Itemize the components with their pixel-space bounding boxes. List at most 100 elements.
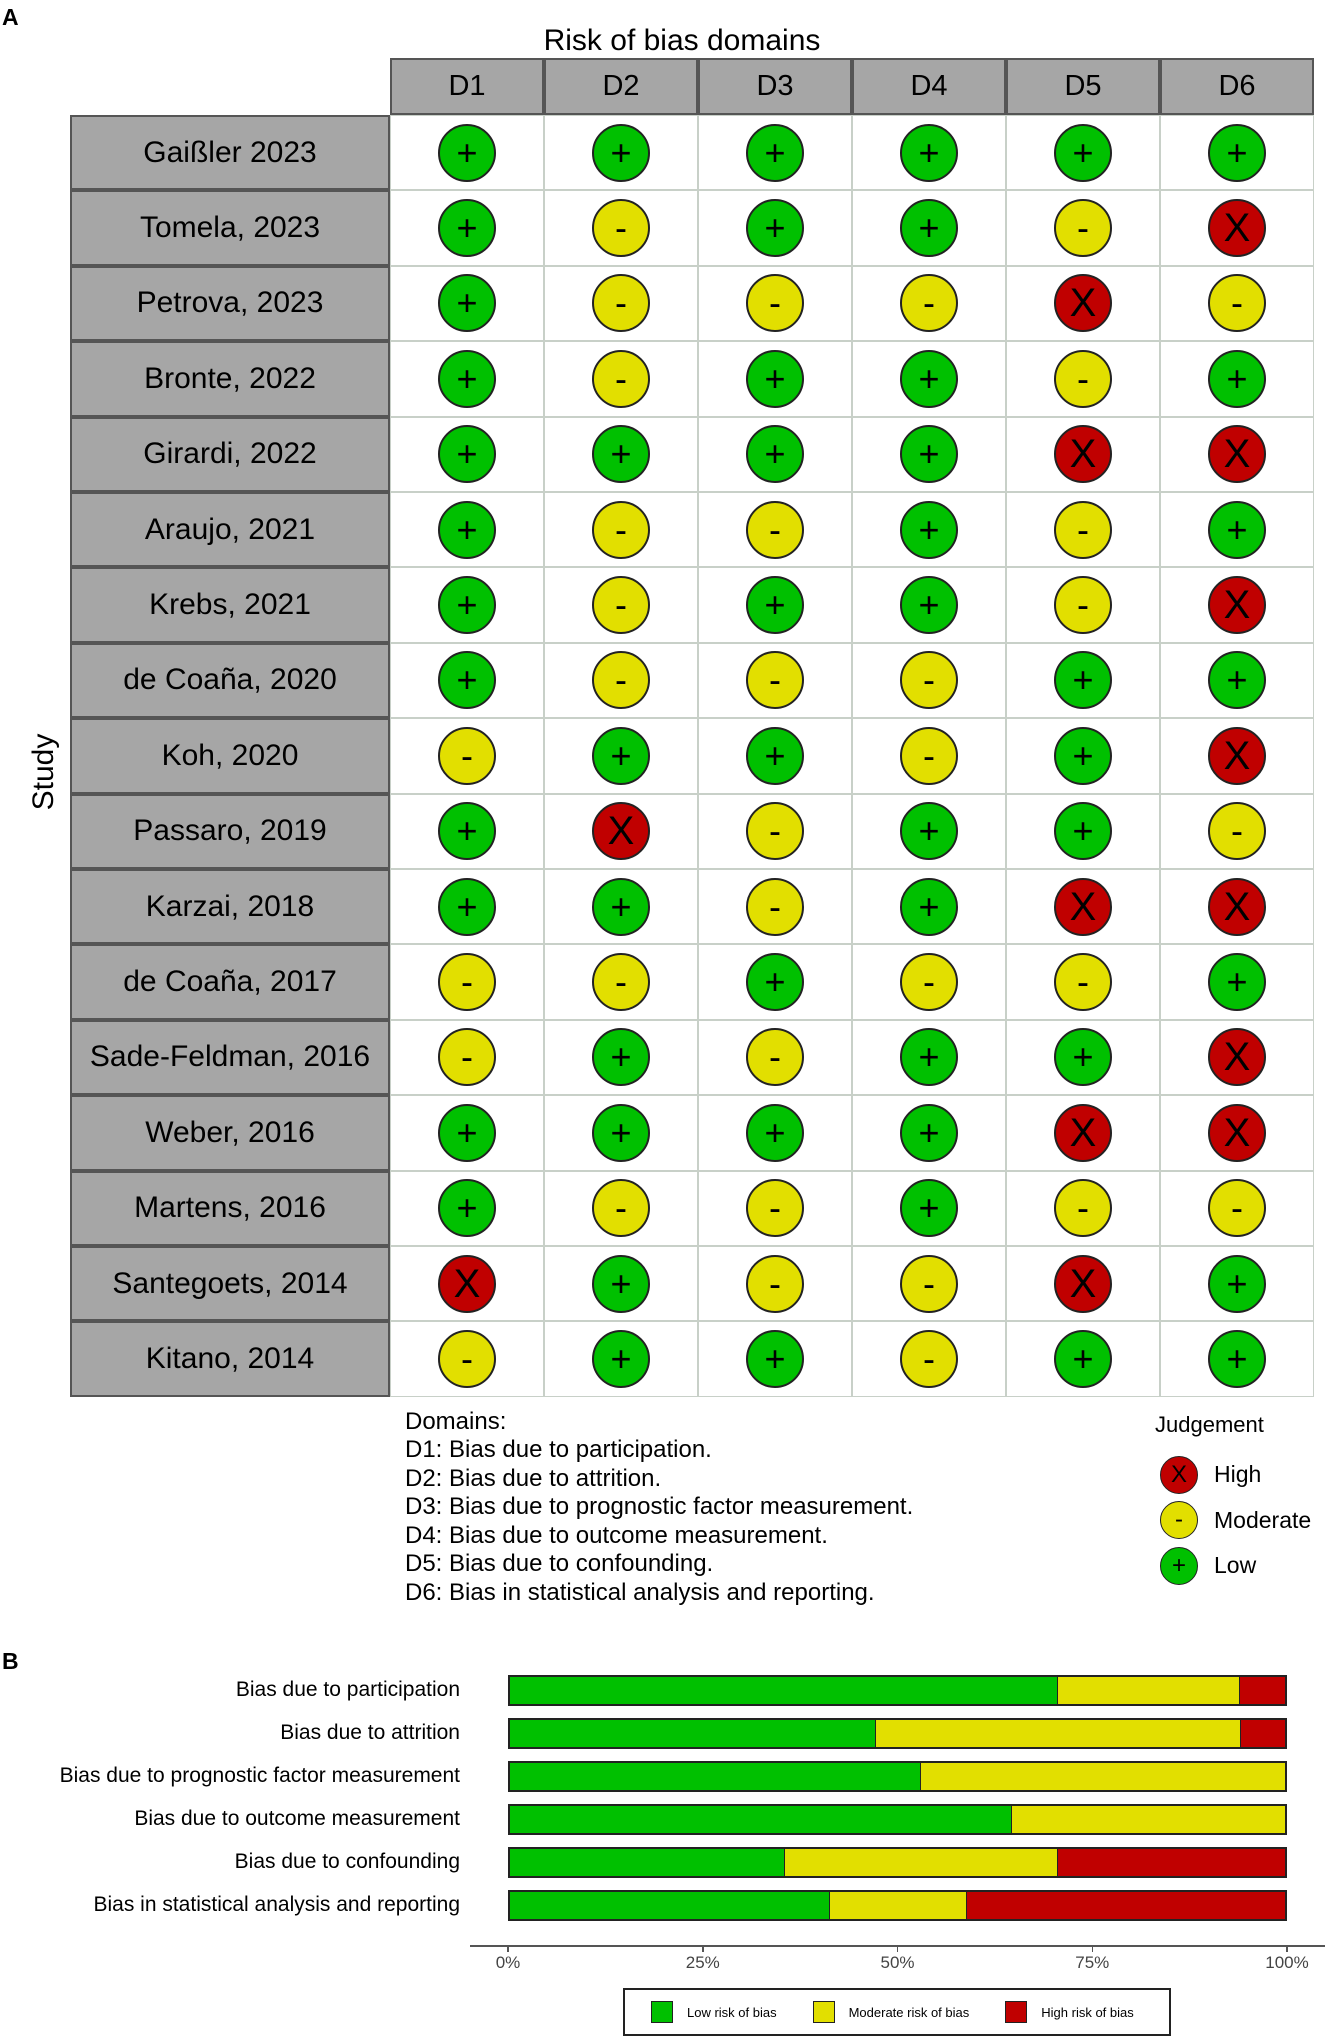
domain-description: D3: Bias due to prognostic factor measur… xyxy=(405,1493,914,1520)
study-label: Bronte, 2022 xyxy=(70,341,390,417)
rating-moderate-marker: - xyxy=(438,953,496,1012)
rating-moderate-marker: - xyxy=(746,1179,804,1238)
rating-cell: X xyxy=(1160,1095,1314,1171)
rating-moderate-marker: - xyxy=(1054,349,1112,408)
rating-cell: + xyxy=(1160,642,1314,719)
judgement-legend-label: High xyxy=(1214,1461,1262,1488)
rating-low-marker: + xyxy=(900,1103,958,1162)
bar-segment-low xyxy=(510,1763,920,1790)
rating-cell: - xyxy=(1006,567,1160,643)
bar-legend-label: Moderate risk of bias xyxy=(848,2004,970,2020)
rating-high-marker: X xyxy=(592,802,650,861)
rating-cell: + xyxy=(390,416,544,492)
rating-cell: - xyxy=(544,265,698,342)
rating-cell: X xyxy=(1006,869,1160,945)
rating-low-marker: + xyxy=(1208,1254,1266,1313)
rating-cell: - xyxy=(852,1321,1006,1397)
bar-segment-low xyxy=(510,1806,1012,1833)
rating-low-marker: + xyxy=(1054,802,1112,861)
bar-segment-moderate xyxy=(875,1720,1241,1747)
rating-high-marker: X xyxy=(1054,1254,1112,1313)
bar-segment-moderate xyxy=(919,1763,1285,1790)
bar-legend-label: Low risk of bias xyxy=(687,2004,777,2020)
rating-cell: + xyxy=(698,718,852,794)
rating-high-marker: X xyxy=(1208,1103,1266,1162)
domain-description: D2: Bias due to attrition. xyxy=(405,1464,662,1492)
rating-low-marker: + xyxy=(900,1179,958,1238)
rating-cell: + xyxy=(544,416,698,492)
rating-cell: + xyxy=(390,190,544,266)
rating-low-marker: + xyxy=(900,877,958,936)
domain-description: D1: Bias due to participation. xyxy=(405,1436,712,1463)
rating-low-marker: + xyxy=(746,199,804,258)
study-label: Martens, 2016 xyxy=(70,1170,390,1246)
domain-header-d1: D1 xyxy=(390,58,544,115)
x-tick-label: 75% xyxy=(1075,1953,1110,1972)
rating-cell: - xyxy=(698,642,852,719)
rating-moderate-marker: - xyxy=(592,500,650,559)
rating-low-marker: + xyxy=(438,274,496,333)
rating-high-marker: X xyxy=(1208,726,1266,785)
rating-cell: - xyxy=(852,1246,1006,1322)
domain-header-d6: D6 xyxy=(1160,58,1314,115)
study-label: Sade-Feldman, 2016 xyxy=(70,1019,390,1096)
rating-low-marker: + xyxy=(1054,1330,1112,1389)
bar-legend-label: High risk of bias xyxy=(1041,2004,1134,2020)
rating-low-marker: + xyxy=(1208,1330,1266,1389)
rating-cell: + xyxy=(544,1246,698,1322)
rating-low-marker: + xyxy=(438,349,496,408)
rating-cell: - xyxy=(852,642,1006,719)
bar-legend-swatch xyxy=(1005,2001,1028,2023)
rating-low-marker: + xyxy=(1054,1028,1112,1087)
judgement-legend: X High - Moderate + Low xyxy=(1160,1452,1311,1589)
rating-high-marker: X xyxy=(1054,425,1112,484)
judgement-legend-item: X High xyxy=(1160,1452,1311,1498)
rating-moderate-marker: - xyxy=(1208,1179,1266,1238)
judgement-legend-title: Judgement xyxy=(1155,1412,1264,1437)
rating-cell: - xyxy=(1160,265,1314,342)
rating-moderate-marker: - xyxy=(438,1330,496,1389)
summary-bar-chart: Bias due to participation Bias due to att… xyxy=(0,1660,1328,2043)
rating-low-marker: + xyxy=(438,576,496,635)
rating-low-marker: + xyxy=(438,123,496,182)
rating-cell: - xyxy=(1006,341,1160,417)
study-label: Karzai, 2018 xyxy=(70,869,390,945)
rating-low-marker: + xyxy=(438,877,496,936)
x-tick-mark xyxy=(702,1945,704,1952)
rating-cell: X xyxy=(1160,869,1314,945)
stacked-bar xyxy=(508,1847,1287,1878)
rating-cell: + xyxy=(852,1095,1006,1171)
rating-cell: - xyxy=(698,265,852,342)
bar-legend-item: High risk of bias xyxy=(1005,2001,1134,2023)
rating-cell: + xyxy=(698,416,852,492)
risk-of-bias-grid: D1 D2 D3 D4 D5 D6 Gaißler 2023 + + + + + + Tomela, 20… xyxy=(70,58,1314,1397)
rating-low-marker: + xyxy=(900,349,958,408)
rating-cell: X xyxy=(1006,265,1160,342)
bar-legend-item: Low risk of bias xyxy=(651,2001,777,2023)
rating-cell: + xyxy=(1006,1321,1160,1397)
rating-cell: - xyxy=(544,492,698,568)
judgement-low-marker: + xyxy=(1160,1546,1198,1585)
rating-cell: + xyxy=(698,115,852,191)
study-label: Santegoets, 2014 xyxy=(70,1246,390,1322)
domain-header-d2: D2 xyxy=(544,58,698,115)
rating-cell: + xyxy=(544,1019,698,1096)
rating-cell: + xyxy=(390,265,544,342)
rating-low-marker: + xyxy=(592,1103,650,1162)
rating-cell: - xyxy=(698,869,852,945)
rating-high-marker: X xyxy=(1208,877,1266,936)
rating-low-marker: + xyxy=(438,199,496,258)
rating-low-marker: + xyxy=(1208,651,1266,710)
rating-moderate-marker: - xyxy=(1054,199,1112,258)
x-tick-mark xyxy=(1091,1945,1093,1952)
rating-moderate-marker: - xyxy=(592,199,650,258)
rating-cell: + xyxy=(698,341,852,417)
rating-cell: + xyxy=(390,567,544,643)
rating-cell: X xyxy=(1160,416,1314,492)
rating-cell: X xyxy=(544,793,698,869)
rating-cell: + xyxy=(390,492,544,568)
rating-low-marker: + xyxy=(592,123,650,182)
rating-cell: - xyxy=(1160,1170,1314,1246)
rating-cell: + xyxy=(1006,1019,1160,1096)
rating-cell: + xyxy=(1160,1321,1314,1397)
